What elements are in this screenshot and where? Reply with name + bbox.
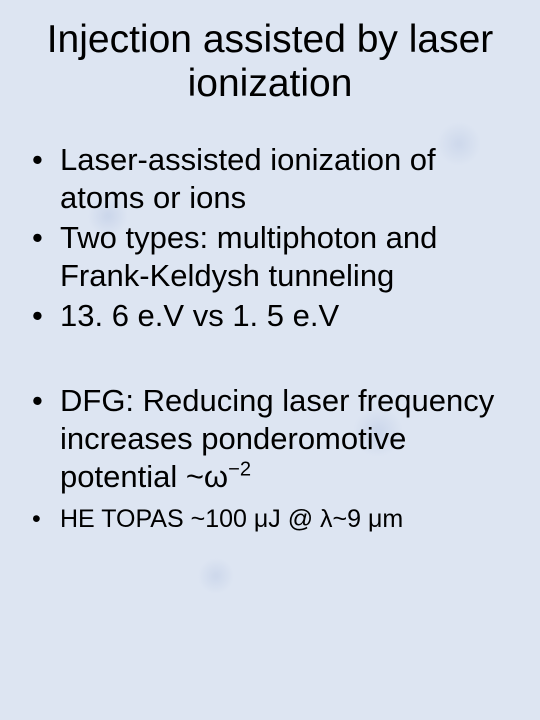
omega-symbol: ω bbox=[204, 459, 228, 494]
bullet-group-3: HE TOPAS ~100 μJ @ λ~9 μm bbox=[24, 504, 516, 535]
bullet-item: DFG: Reducing laser frequency increases … bbox=[24, 382, 516, 495]
bullet-item: HE TOPAS ~100 μJ @ λ~9 μm bbox=[24, 504, 516, 535]
bullet-item: Laser-assisted ionization of atoms or io… bbox=[24, 141, 516, 217]
spacer bbox=[24, 336, 516, 382]
bullet-text-prefix: DFG: Reducing laser frequency increases … bbox=[60, 383, 494, 494]
bullet-item: 13. 6 e.V vs 1. 5 e.V bbox=[24, 297, 516, 335]
bullet-group-2: DFG: Reducing laser frequency increases … bbox=[24, 382, 516, 495]
exponent: −2 bbox=[228, 459, 251, 481]
bullet-item: Two types: multiphoton and Frank-Keldysh… bbox=[24, 219, 516, 295]
slide-title: Injection assisted by laser ionization bbox=[24, 18, 516, 105]
bullet-group-1: Laser-assisted ionization of atoms or io… bbox=[24, 141, 516, 334]
